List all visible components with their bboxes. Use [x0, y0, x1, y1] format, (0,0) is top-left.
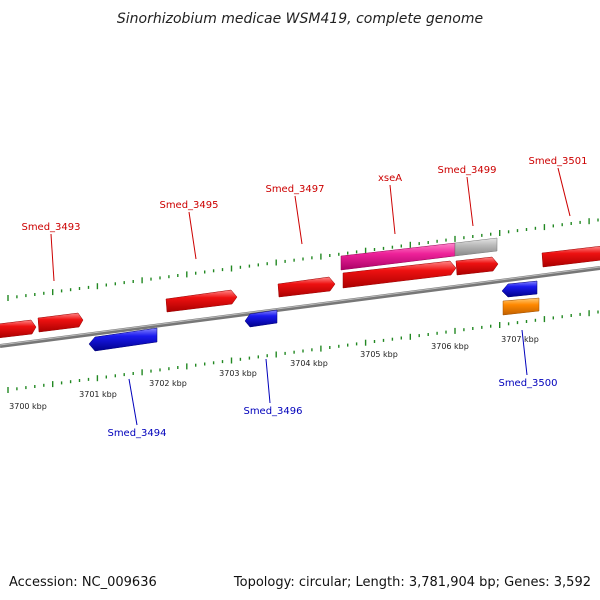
leader-smed-3496 [265, 358, 271, 404]
scale-labels: 3700 kbp 3701 kbp 3702 kbp 3703 kbp 3704… [9, 335, 539, 411]
leader-smed-3500 [521, 329, 528, 376]
gene-feature-smed-3497[interactable] [277, 276, 336, 298]
genome-summary-text: Topology: circular; Length: 3,781,904 bp… [233, 575, 591, 590]
gene-feature-smed-3500[interactable] [501, 280, 538, 298]
scale-label-3701: 3701 kbp [79, 390, 117, 399]
reverse-strand-features [88, 280, 540, 352]
forward-strand-features [0, 237, 600, 339]
label-leader-lines [50, 167, 571, 426]
misc-feature[interactable] [502, 297, 540, 316]
gene-label-smed-3494[interactable]: Smed_3494 [107, 428, 166, 439]
leader-smed-3494 [128, 378, 138, 426]
scale-label-3703: 3703 kbp [219, 369, 257, 378]
gene-feature-xsea[interactable] [342, 260, 457, 289]
gene-feature-smed-3496[interactable] [244, 309, 278, 328]
gene-label-smed-3493[interactable]: Smed_3493 [21, 222, 80, 233]
scale-label-3704: 3704 kbp [290, 359, 328, 368]
leader-smed-3499 [466, 176, 474, 227]
leader-xsea [389, 184, 396, 235]
gene-feature-smed-3495[interactable] [165, 289, 238, 313]
genome-backbone [0, 266, 600, 348]
gene-label-smed-3501[interactable]: Smed_3501 [528, 156, 587, 167]
forward-scale-ticks [7, 218, 599, 301]
forward-gene-labels: Smed_3493 Smed_3495 Smed_3497 xseA Smed_… [21, 156, 587, 233]
gene-label-smed-3496[interactable]: Smed_3496 [243, 406, 302, 417]
gene-label-smed-3497[interactable]: Smed_3497 [265, 184, 324, 195]
gene-feature-smed-3494[interactable] [88, 327, 158, 352]
scale-label-3702: 3702 kbp [149, 379, 187, 388]
gene-feature-xsea-partial[interactable] [454, 237, 498, 257]
scale-label-3705: 3705 kbp [360, 350, 398, 359]
accession-text: Accession: NC_009636 [9, 575, 157, 590]
leader-smed-3501 [557, 167, 571, 217]
leader-smed-3495 [188, 211, 197, 260]
scale-label-3700: 3700 kbp [9, 402, 47, 411]
gene-feature-smed-3493[interactable] [37, 312, 84, 333]
gene-label-xsea[interactable]: xseA [378, 173, 402, 184]
reverse-scale-ticks [7, 310, 599, 393]
gene-label-smed-3500[interactable]: Smed_3500 [498, 378, 557, 389]
gene-label-smed-3499[interactable]: Smed_3499 [437, 165, 496, 176]
leader-smed-3497 [294, 195, 303, 245]
scale-label-3707: 3707 kbp [501, 335, 539, 344]
gene-label-smed-3495[interactable]: Smed_3495 [159, 200, 218, 211]
map-title: Sinorhizobium medicae WSM419, complete g… [117, 11, 483, 27]
scale-label-3706: 3706 kbp [431, 342, 469, 351]
gene-feature-smed-3501[interactable] [541, 245, 600, 268]
leader-smed-3493 [50, 233, 55, 282]
reverse-gene-labels: Smed_3494 Smed_3496 Smed_3500 [107, 378, 557, 439]
gene-feature-smed-3499[interactable] [455, 256, 499, 276]
gene-feature-cds[interactable] [0, 319, 37, 339]
